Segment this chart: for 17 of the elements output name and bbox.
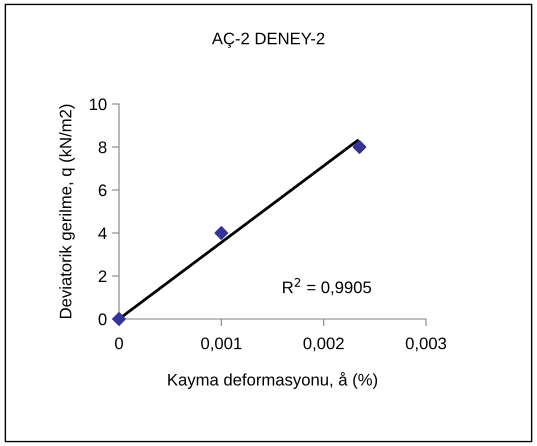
- point: [352, 140, 366, 154]
- y-tick-label: 8: [98, 141, 106, 154]
- x-tick-label: 0,002: [303, 337, 344, 352]
- annotation: R$^{2}$ = 0,9905: [283, 278, 372, 296]
- y-tick-label: 10: [90, 98, 107, 110]
- point: [214, 226, 228, 240]
- y-tick-label: 4: [98, 228, 107, 240]
- chart-title: AÇ-2 DENEY-2: [212, 32, 324, 48]
- y-tick-label: 6: [98, 184, 106, 196]
- x-tick-label: 0,003: [406, 337, 446, 352]
- x-tick-label: 0: [115, 337, 123, 350]
- y-tick-label: 0: [98, 313, 107, 326]
- x-axis-title: Kayma deformasyonu, å (%): [168, 372, 378, 389]
- x-tick-label: 0,001: [201, 337, 242, 352]
- y-axis-title: Deviatorik gerilme, q (kN/m2): [59, 104, 75, 318]
- y-tick-label: 2: [98, 270, 106, 282]
- point: [112, 312, 126, 326]
